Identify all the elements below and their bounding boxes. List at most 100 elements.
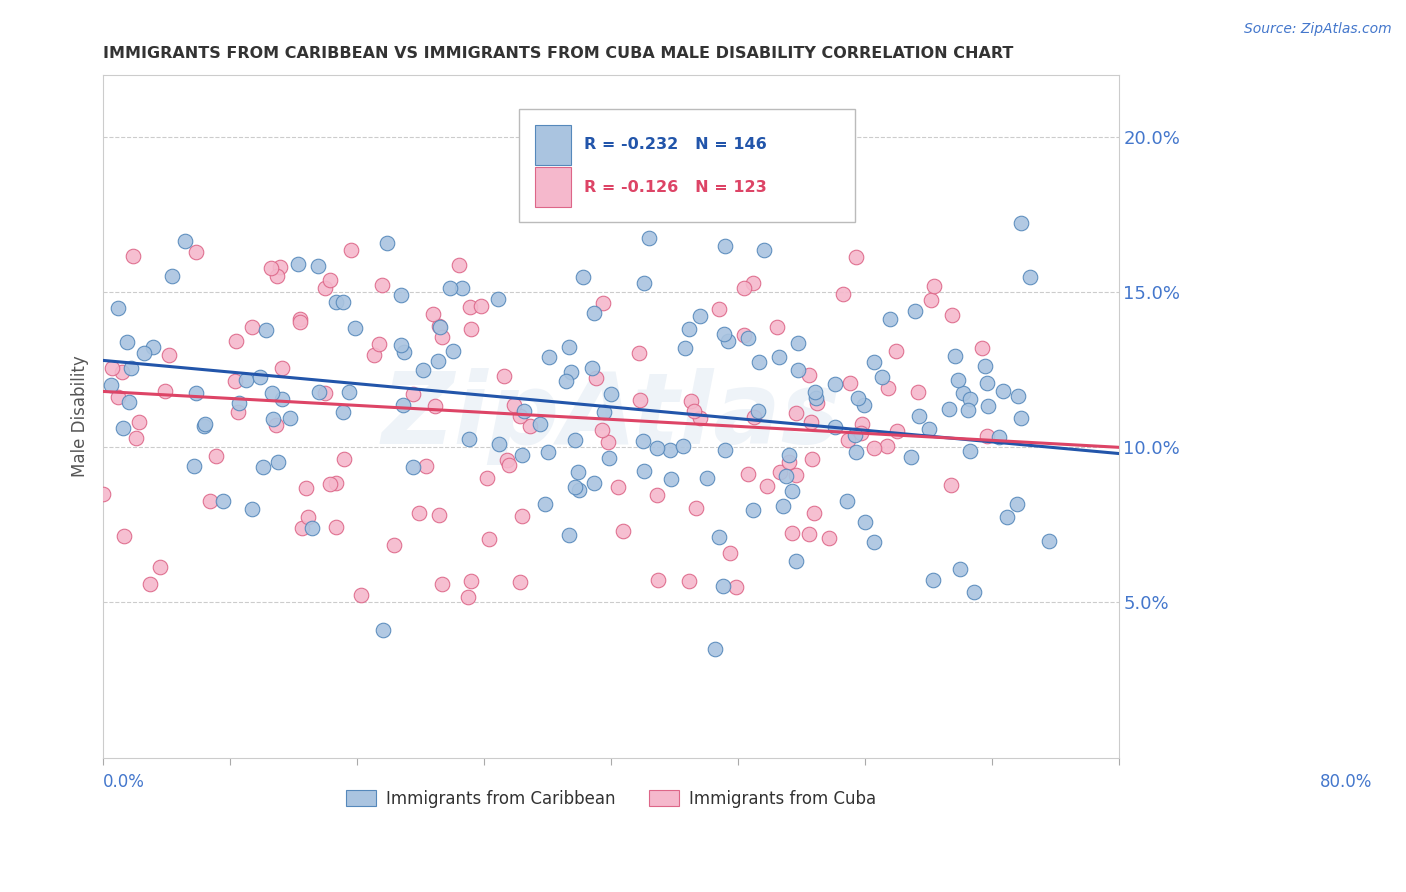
Point (683, 403, 706, 417)
Point (149, 560, 172, 574)
Point (633, 276, 655, 290)
Point (853, 515, 876, 529)
Point (769, 178, 792, 192)
Point (333, 452, 356, 467)
Point (377, 235, 399, 250)
Point (974, 359, 997, 373)
Point (183, 458, 205, 473)
Point (863, 441, 886, 455)
Point (659, 443, 682, 458)
Point (402, 387, 425, 401)
Point (423, 399, 446, 413)
Point (768, 350, 790, 364)
Point (184, 244, 207, 259)
Point (290, 315, 312, 329)
Point (560, 365, 582, 379)
Point (591, 423, 613, 437)
Point (804, 384, 827, 399)
Point (262, 412, 284, 426)
Point (531, 115, 554, 129)
Point (498, 458, 520, 472)
Point (153, 384, 176, 398)
Point (628, 392, 651, 407)
Point (460, 321, 482, 335)
Point (685, 501, 707, 516)
Point (647, 574, 669, 588)
Point (938, 401, 960, 416)
Point (457, 432, 479, 446)
Point (122, 249, 145, 263)
Text: Source: ZipAtlas.com: Source: ZipAtlas.com (1244, 22, 1392, 37)
Point (392, 398, 415, 412)
Point (742, 276, 765, 290)
Point (803, 506, 825, 520)
Point (645, 488, 668, 502)
Point (839, 376, 862, 391)
Point (429, 508, 451, 522)
Point (863, 534, 886, 549)
Point (689, 309, 711, 323)
Legend: Immigrants from Caribbean, Immigrants from Cuba: Immigrants from Caribbean, Immigrants fr… (339, 783, 883, 814)
Point (554, 375, 576, 389)
Point (922, 573, 945, 587)
Point (240, 320, 263, 334)
Point (240, 502, 263, 516)
Point (115, 335, 138, 350)
Point (941, 478, 963, 492)
Point (1018, 270, 1040, 285)
Point (429, 320, 451, 334)
Point (904, 304, 927, 318)
Point (678, 574, 700, 588)
Point (325, 294, 347, 309)
Point (128, 415, 150, 429)
Point (585, 371, 607, 385)
Point (963, 585, 986, 599)
Point (107, 391, 129, 405)
Point (558, 528, 581, 542)
Point (488, 436, 510, 450)
Point (877, 381, 900, 395)
Point (1005, 497, 1028, 511)
Point (477, 471, 499, 485)
Point (307, 260, 329, 274)
Point (193, 419, 215, 434)
Point (696, 471, 718, 485)
Point (673, 341, 696, 355)
Point (252, 459, 274, 474)
Point (339, 384, 361, 399)
Point (851, 426, 873, 441)
Point (519, 419, 541, 434)
Point (426, 353, 449, 368)
Point (249, 369, 271, 384)
Point (785, 554, 807, 568)
Text: ZipAtlas: ZipAtlas (381, 368, 841, 465)
Point (382, 538, 405, 552)
Point (797, 368, 820, 382)
Point (212, 494, 235, 508)
Point (785, 406, 807, 420)
Point (583, 475, 606, 490)
Point (132, 346, 155, 360)
Point (457, 590, 479, 604)
FancyBboxPatch shape (519, 109, 855, 222)
Point (502, 398, 524, 412)
Point (778, 448, 800, 462)
Point (332, 404, 354, 418)
Point (976, 376, 998, 390)
Point (394, 345, 416, 359)
Point (415, 459, 437, 474)
Point (534, 497, 557, 511)
Point (714, 443, 737, 458)
Text: 0.0%: 0.0% (103, 772, 145, 790)
Point (772, 499, 794, 513)
Point (786, 335, 808, 350)
Point (598, 450, 620, 465)
Text: R = -0.232   N = 146: R = -0.232 N = 146 (585, 137, 768, 152)
Point (714, 239, 737, 253)
Point (332, 295, 354, 310)
Point (851, 417, 873, 432)
Point (160, 269, 183, 284)
Point (314, 385, 336, 400)
Point (100, 378, 122, 392)
Point (112, 529, 135, 543)
